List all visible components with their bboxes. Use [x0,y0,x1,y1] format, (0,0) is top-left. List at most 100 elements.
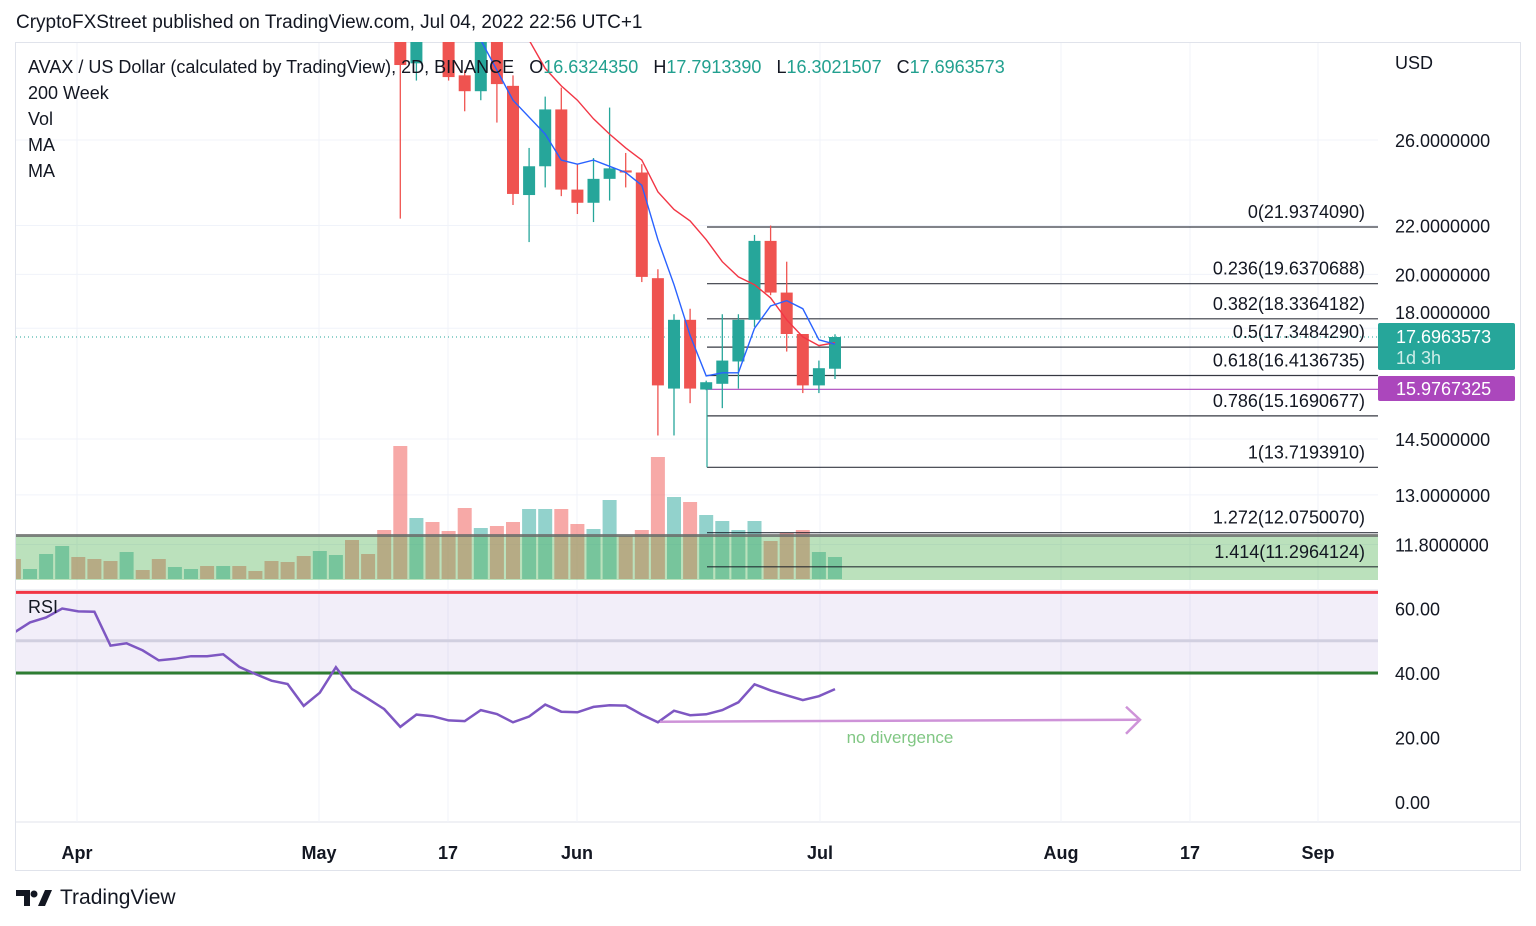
candle-body [748,240,761,320]
rsi-tick: 0.00 [1395,793,1430,813]
candle-body [571,189,584,203]
last-price-value: 17.6963573 [1396,327,1491,347]
fib-level-label: 0.618(16.4136735) [1213,351,1365,371]
volume-bar [522,509,537,579]
fib-retracement[interactable]: 0(21.9374090) 0.236(19.6370688) 0.382(18.3… [706,202,1378,568]
time-axis[interactable]: Apr May 17 Jun Jul Aug 17 Sep [62,843,1335,863]
volume-bar [699,515,714,579]
candle [651,269,664,436]
time-tick: Sep [1301,843,1334,863]
volume-bar [248,571,263,579]
candle-body [635,172,648,277]
volume-bar [554,509,569,579]
close-label: C [897,57,910,77]
volume-bar [232,566,247,579]
grid [16,43,1378,822]
candle-body [732,319,745,362]
close-value: 17.6963573 [910,57,1005,77]
time-tick: Aug [1044,843,1079,863]
candle-body [394,42,407,66]
volume-ma-area [16,535,1378,580]
candle [427,3,439,42]
volume-bar [200,566,215,579]
legend-line: AVAX / US Dollar (calculated by TradingV… [28,57,1005,77]
open-label: O [529,57,543,77]
candle-body [490,42,503,85]
rsi-tick: 20.00 [1395,729,1440,749]
candle [474,42,487,101]
volume-bar [409,518,424,579]
volume-bar [361,554,376,579]
low-label: L [776,57,786,77]
candle-body [507,85,519,194]
price-axis[interactable]: 26.0000000 22.0000000 20.0000000 18.0000000… [1395,131,1490,555]
volume-bar [763,541,778,579]
volume-bar [650,457,665,579]
indicator-vol[interactable]: Vol [28,109,53,129]
candle [410,42,423,81]
time-tick: Apr [62,843,93,863]
indicator-200-week[interactable]: 200 Week [28,83,110,103]
volume-bar [103,561,118,579]
support-price-badge: 15.9767325 [1378,376,1515,401]
indicator-ma-2[interactable]: MA [28,161,55,181]
support-price-value: 15.9767325 [1396,379,1491,399]
time-tick: Jul [807,843,833,863]
volume-bar [264,561,279,579]
published-caption: CryptoFXStreet published on TradingView.… [16,12,643,33]
candle-body [796,333,809,386]
candle-body [812,368,825,386]
ma-slow-line [529,42,836,347]
candle [619,152,632,188]
volume-bar [55,546,70,579]
ma-fast-line [481,42,836,377]
tradingview-logo[interactable]: TradingView [16,886,176,910]
volume-bar [216,566,231,579]
volume-bar [667,497,681,579]
candle [523,147,536,243]
volume-bar [618,536,633,579]
divergence-arrow[interactable] [659,705,1142,735]
fib-level-label: 0.236(19.6370688) [1213,259,1365,279]
candle [764,225,777,296]
candle-body [700,382,713,390]
rsi-line [16,607,836,729]
symbol-title: AVAX / US Dollar (calculated by TradingV… [28,57,514,77]
rsi-label[interactable]: RSI [28,597,58,617]
price-tick: 14.5000000 [1395,430,1490,450]
candle-body [458,75,471,92]
volume-bar [393,446,408,579]
time-tick: 17 [438,843,458,863]
candle [603,107,616,201]
fib-level-label: 0(21.9374090) [1248,202,1365,222]
candle [829,334,841,380]
volume-bar [457,508,472,579]
candle-body [619,170,632,173]
candle-body [474,42,487,92]
rsi-band [16,593,1378,675]
volume-bar [602,500,617,579]
volume-bar [151,559,166,579]
candle [812,360,825,394]
volume-bar [811,552,826,579]
low-value: 16.3021507 [786,57,881,77]
candles [394,3,841,436]
candle-body [427,18,439,34]
volume-bar [489,526,504,579]
volume-bar [683,502,698,579]
volume-bar [280,562,295,579]
candle [635,164,648,283]
candle [571,164,584,215]
indicator-ma-1[interactable]: MA [28,135,55,155]
last-price-badge: 17.6963573 1d 3h [1378,323,1515,370]
volume-bar [167,567,182,579]
time-tick: 17 [1180,843,1200,863]
volume-bar [16,559,21,579]
volume-bar [135,570,150,579]
volume-bar [377,530,392,579]
high-value: 17.7913390 [666,57,761,77]
fib-level-label: 1(13.7193910) [1248,442,1365,462]
price-tick: 11.8000000 [1395,535,1489,555]
candle-body [668,319,680,389]
